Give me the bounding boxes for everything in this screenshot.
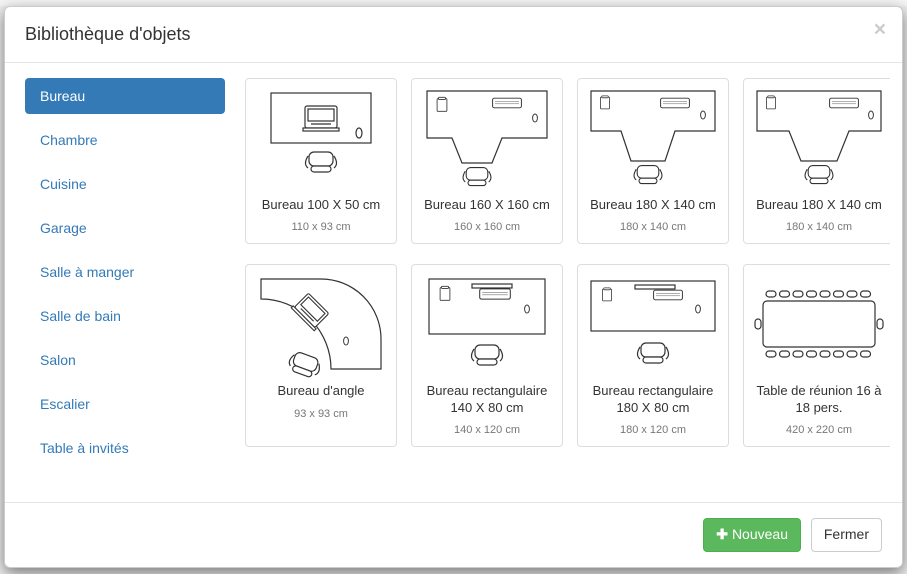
object-dimensions: 180 x 120 cm — [582, 424, 724, 436]
sidebar-item-label: Salon — [40, 352, 76, 368]
object-thumb — [250, 269, 392, 379]
object-title: Bureau 160 X 160 cm — [416, 197, 558, 213]
object-card[interactable]: Bureau 180 X 140 cm 180 x 140 cm — [743, 78, 890, 244]
object-thumb — [250, 83, 392, 193]
object-title: Bureau d'angle — [250, 383, 392, 399]
category-sidebar: Bureau Chambre Cuisine Garage Salle à manger… — [25, 78, 225, 497]
sidebar-item-escalier[interactable]: Escalier — [25, 386, 225, 422]
modal-header: Bibliothèque d'objets × — [5, 7, 902, 63]
new-button-label: Nouveau — [732, 525, 788, 545]
object-title: Bureau 180 X 140 cm — [582, 197, 724, 213]
object-card[interactable]: Table de réunion 16 à 18 pers. 420 x 220 … — [743, 264, 890, 447]
sidebar-item-label: Table à invités — [40, 440, 129, 456]
object-dimensions: 420 x 220 cm — [748, 424, 890, 436]
object-card[interactable]: Bureau d'angle 93 x 93 cm — [245, 264, 397, 447]
object-dimensions: 140 x 120 cm — [416, 424, 558, 436]
sidebar-item-label: Garage — [40, 220, 87, 236]
sidebar-item-cuisine[interactable]: Cuisine — [25, 166, 225, 202]
object-card[interactable]: Bureau rectangulaire 180 X 80 cm 180 x 12… — [577, 264, 729, 447]
sidebar-item-label: Chambre — [40, 132, 98, 148]
object-library-modal: Bibliothèque d'objets × Bureau Chambre Cui… — [4, 6, 903, 568]
modal-footer: ✚ Nouveau Fermer — [5, 502, 902, 567]
close-icon[interactable]: × — [874, 19, 886, 40]
object-thumb — [748, 83, 890, 193]
modal-body: Bureau Chambre Cuisine Garage Salle à manger… — [5, 63, 902, 502]
sidebar-item-salle-manger[interactable]: Salle à manger — [25, 254, 225, 290]
sidebar-item-salle-de-bain[interactable]: Salle de bain — [25, 298, 225, 334]
sidebar-item-salon[interactable]: Salon — [25, 342, 225, 378]
object-title: Bureau rectangulaire 140 X 80 cm — [416, 383, 558, 416]
object-thumb — [582, 83, 724, 193]
object-title: Bureau 100 X 50 cm — [250, 197, 392, 213]
object-thumb — [582, 269, 724, 379]
sidebar-item-chambre[interactable]: Chambre — [25, 122, 225, 158]
object-card[interactable]: Bureau 100 X 50 cm 110 x 93 cm — [245, 78, 397, 244]
object-card[interactable]: Bureau rectangulaire 140 X 80 cm 140 x 12… — [411, 264, 563, 447]
gallery-scroll[interactable]: Bureau 100 X 50 cm 110 x 93 cm Bureau 160 … — [225, 78, 890, 497]
sidebar-item-label: Bureau — [40, 88, 85, 104]
object-thumb — [416, 83, 558, 193]
object-dimensions: 180 x 140 cm — [582, 221, 724, 233]
sidebar-item-bureau[interactable]: Bureau — [25, 78, 225, 114]
object-title: Bureau rectangulaire 180 X 80 cm — [582, 383, 724, 416]
object-dimensions: 110 x 93 cm — [250, 221, 392, 233]
modal-title: Bibliothèque d'objets — [25, 22, 882, 47]
sidebar-item-label: Escalier — [40, 396, 90, 412]
object-thumb — [748, 269, 890, 379]
object-card[interactable]: Bureau 160 X 160 cm 160 x 160 cm — [411, 78, 563, 244]
sidebar-item-label: Salle de bain — [40, 308, 121, 324]
sidebar-item-table-invit-s[interactable]: Table à invités — [25, 430, 225, 466]
object-dimensions: 180 x 140 cm — [748, 221, 890, 233]
object-title: Bureau 180 X 140 cm — [748, 197, 890, 213]
plus-icon: ✚ — [716, 525, 728, 545]
sidebar-item-label: Cuisine — [40, 176, 87, 192]
close-button[interactable]: Fermer — [811, 518, 882, 552]
object-dimensions: 160 x 160 cm — [416, 221, 558, 233]
sidebar-item-garage[interactable]: Garage — [25, 210, 225, 246]
sidebar-item-label: Salle à manger — [40, 264, 134, 280]
object-title: Table de réunion 16 à 18 pers. — [748, 383, 890, 416]
object-gallery: Bureau 100 X 50 cm 110 x 93 cm Bureau 160 … — [245, 78, 886, 447]
close-button-label: Fermer — [824, 525, 869, 545]
object-thumb — [416, 269, 558, 379]
object-dimensions: 93 x 93 cm — [250, 408, 392, 420]
object-card[interactable]: Bureau 180 X 140 cm 180 x 140 cm — [577, 78, 729, 244]
new-button[interactable]: ✚ Nouveau — [703, 518, 801, 552]
